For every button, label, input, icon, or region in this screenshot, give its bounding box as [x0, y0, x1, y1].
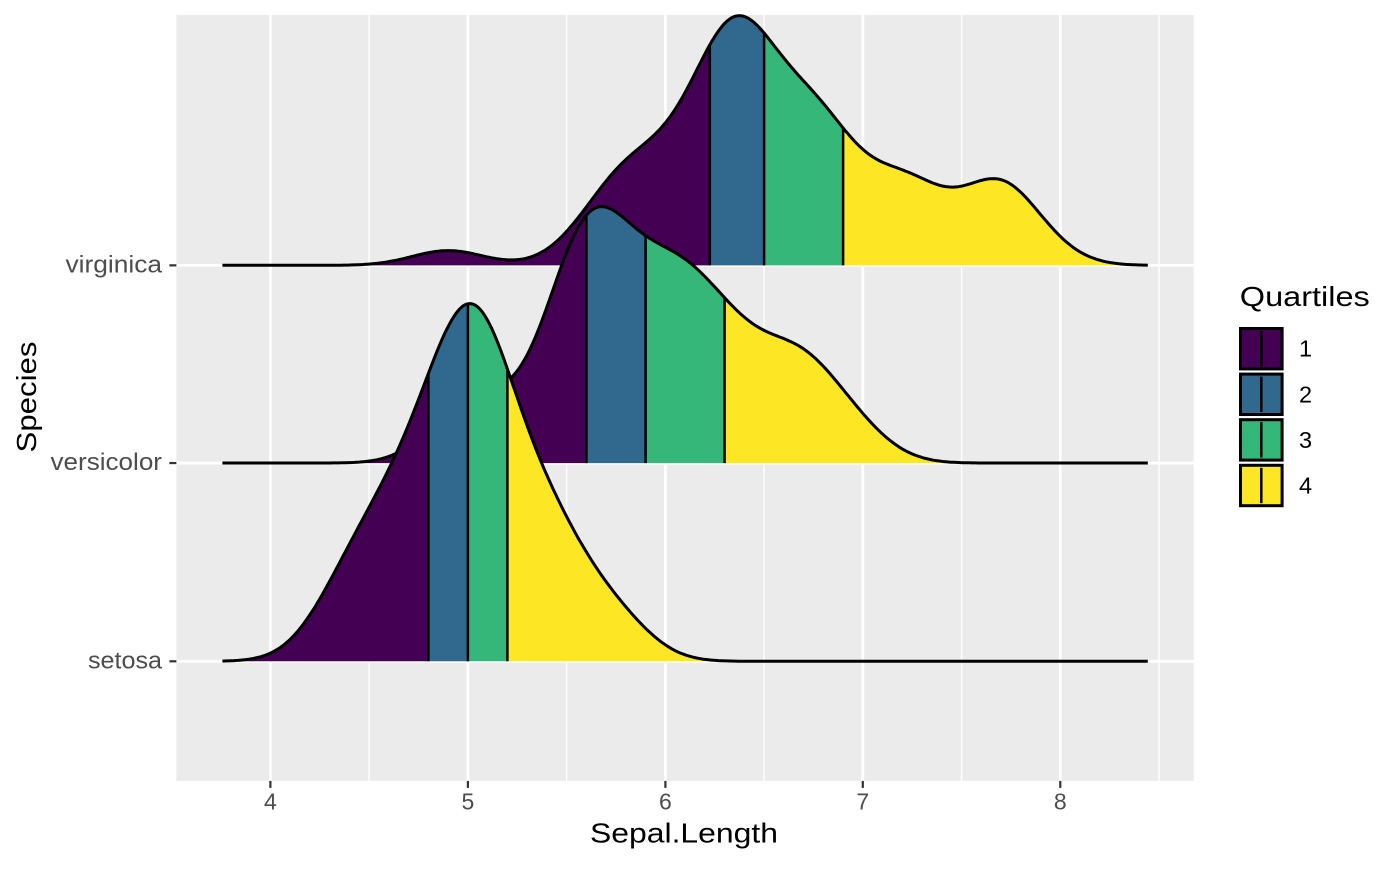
svg-text:virginica: virginica	[66, 251, 163, 278]
svg-text:2: 2	[1299, 381, 1312, 407]
svg-text:7: 7	[856, 789, 869, 815]
svg-text:4: 4	[264, 789, 277, 815]
svg-text:setosa: setosa	[88, 647, 163, 674]
svg-text:Species: Species	[11, 342, 42, 453]
svg-text:8: 8	[1054, 789, 1067, 815]
svg-text:4: 4	[1299, 473, 1312, 499]
svg-text:6: 6	[659, 789, 672, 815]
svg-text:versicolor: versicolor	[51, 449, 163, 476]
svg-text:Sepal.Length: Sepal.Length	[590, 818, 778, 849]
svg-text:1: 1	[1299, 336, 1312, 362]
svg-text:5: 5	[462, 789, 475, 815]
svg-text:Quartiles: Quartiles	[1240, 281, 1370, 312]
svg-text:3: 3	[1299, 427, 1312, 453]
